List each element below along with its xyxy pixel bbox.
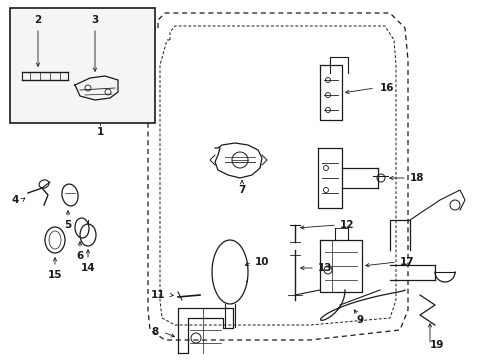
Text: 2: 2 — [34, 15, 41, 25]
Text: 13: 13 — [317, 263, 332, 273]
Text: 5: 5 — [64, 220, 71, 230]
Text: 15: 15 — [48, 270, 62, 280]
Text: 14: 14 — [81, 263, 95, 273]
Text: 12: 12 — [339, 220, 354, 230]
Text: 16: 16 — [379, 83, 394, 93]
Text: 3: 3 — [91, 15, 99, 25]
Text: 9: 9 — [356, 315, 363, 325]
Text: 6: 6 — [76, 251, 83, 261]
Text: 19: 19 — [429, 340, 444, 350]
Text: 10: 10 — [254, 257, 269, 267]
Text: 17: 17 — [399, 257, 414, 267]
Text: 4: 4 — [11, 195, 19, 205]
Text: 11: 11 — [150, 290, 165, 300]
Text: 7: 7 — [238, 185, 245, 195]
Text: 18: 18 — [409, 173, 424, 183]
Text: 8: 8 — [151, 327, 158, 337]
Bar — [10, 8, 155, 123]
Text: 1: 1 — [96, 127, 103, 137]
